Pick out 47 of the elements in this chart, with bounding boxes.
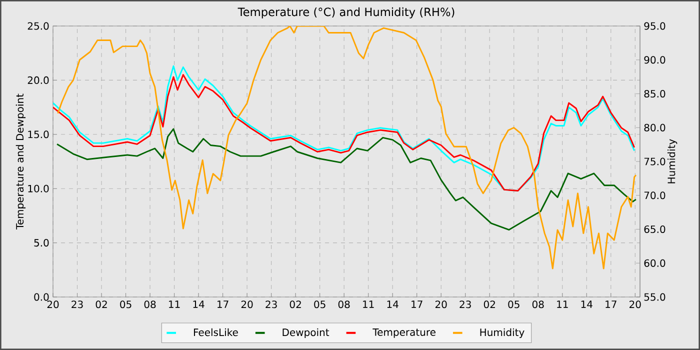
x-tick-label: 11 — [169, 300, 180, 308]
x-tick-label: 08 — [338, 300, 350, 308]
y-tick-label: 10.0 — [28, 184, 49, 192]
y-tick-label: 15.0 — [28, 130, 49, 138]
y2-tick-label: 85.0 — [644, 90, 666, 98]
x-tick-label: 11 — [557, 300, 568, 308]
x-tick-label: 23 — [460, 300, 471, 308]
x-tick-label: 14 — [581, 300, 592, 308]
y-tick-label: 25.0 — [28, 22, 49, 30]
y2-tick-label: 90.0 — [644, 56, 666, 64]
y2-axis-title: Humidity — [667, 139, 678, 184]
y2-tick-label: 70.0 — [644, 192, 666, 200]
x-tick-label: 23 — [72, 300, 83, 308]
legend-label: FeelsLike — [194, 328, 238, 336]
y2-tick-label: 75.0 — [644, 158, 666, 166]
x-tick-label: 02 — [96, 300, 107, 308]
legend-label: Dewpoint — [282, 328, 330, 338]
x-tick-label: 08 — [532, 300, 544, 308]
y-tick-label: 0.0 — [34, 293, 49, 301]
x-tick-label: 17 — [218, 300, 228, 308]
x-tick-label: 14 — [387, 300, 398, 308]
x-tick-label: 08 — [144, 300, 156, 308]
x-tick-label: 05 — [314, 300, 326, 308]
y-tick-label: 20.0 — [28, 76, 49, 84]
x-tick-label: 17 — [412, 300, 422, 308]
y2-tick-label: 80.0 — [644, 124, 666, 132]
y2-tick-label: 60.0 — [644, 259, 666, 267]
chart-title: Temperature (°C) and Humidity (RH%) — [238, 7, 454, 18]
y2-tick-label: 55.0 — [644, 293, 666, 301]
x-tick-label: 11 — [363, 300, 374, 308]
x-tick-label: 17 — [606, 300, 616, 308]
x-tick-label: 05 — [508, 300, 520, 308]
legend-label: Temperature — [372, 328, 436, 338]
y2-tick-label: 95.0 — [644, 22, 666, 30]
x-tick-label: 02 — [484, 300, 495, 308]
y-tick-label: 5.0 — [34, 239, 49, 247]
x-tick-label: 20 — [630, 300, 641, 308]
y2-tick-label: 65.0 — [644, 225, 666, 234]
legend-label: Humidity — [480, 328, 524, 338]
x-tick-label: 20 — [47, 300, 59, 308]
y-axis-title: Temperature and Dewpoint — [16, 94, 26, 230]
x-tick-label: 14 — [193, 300, 204, 308]
x-tick-label: 20 — [241, 300, 253, 308]
x-tick-label: 02 — [290, 300, 301, 308]
x-tick-label: 23 — [266, 300, 277, 308]
x-tick-label: 20 — [435, 300, 447, 308]
x-tick-label: 05 — [120, 300, 132, 308]
